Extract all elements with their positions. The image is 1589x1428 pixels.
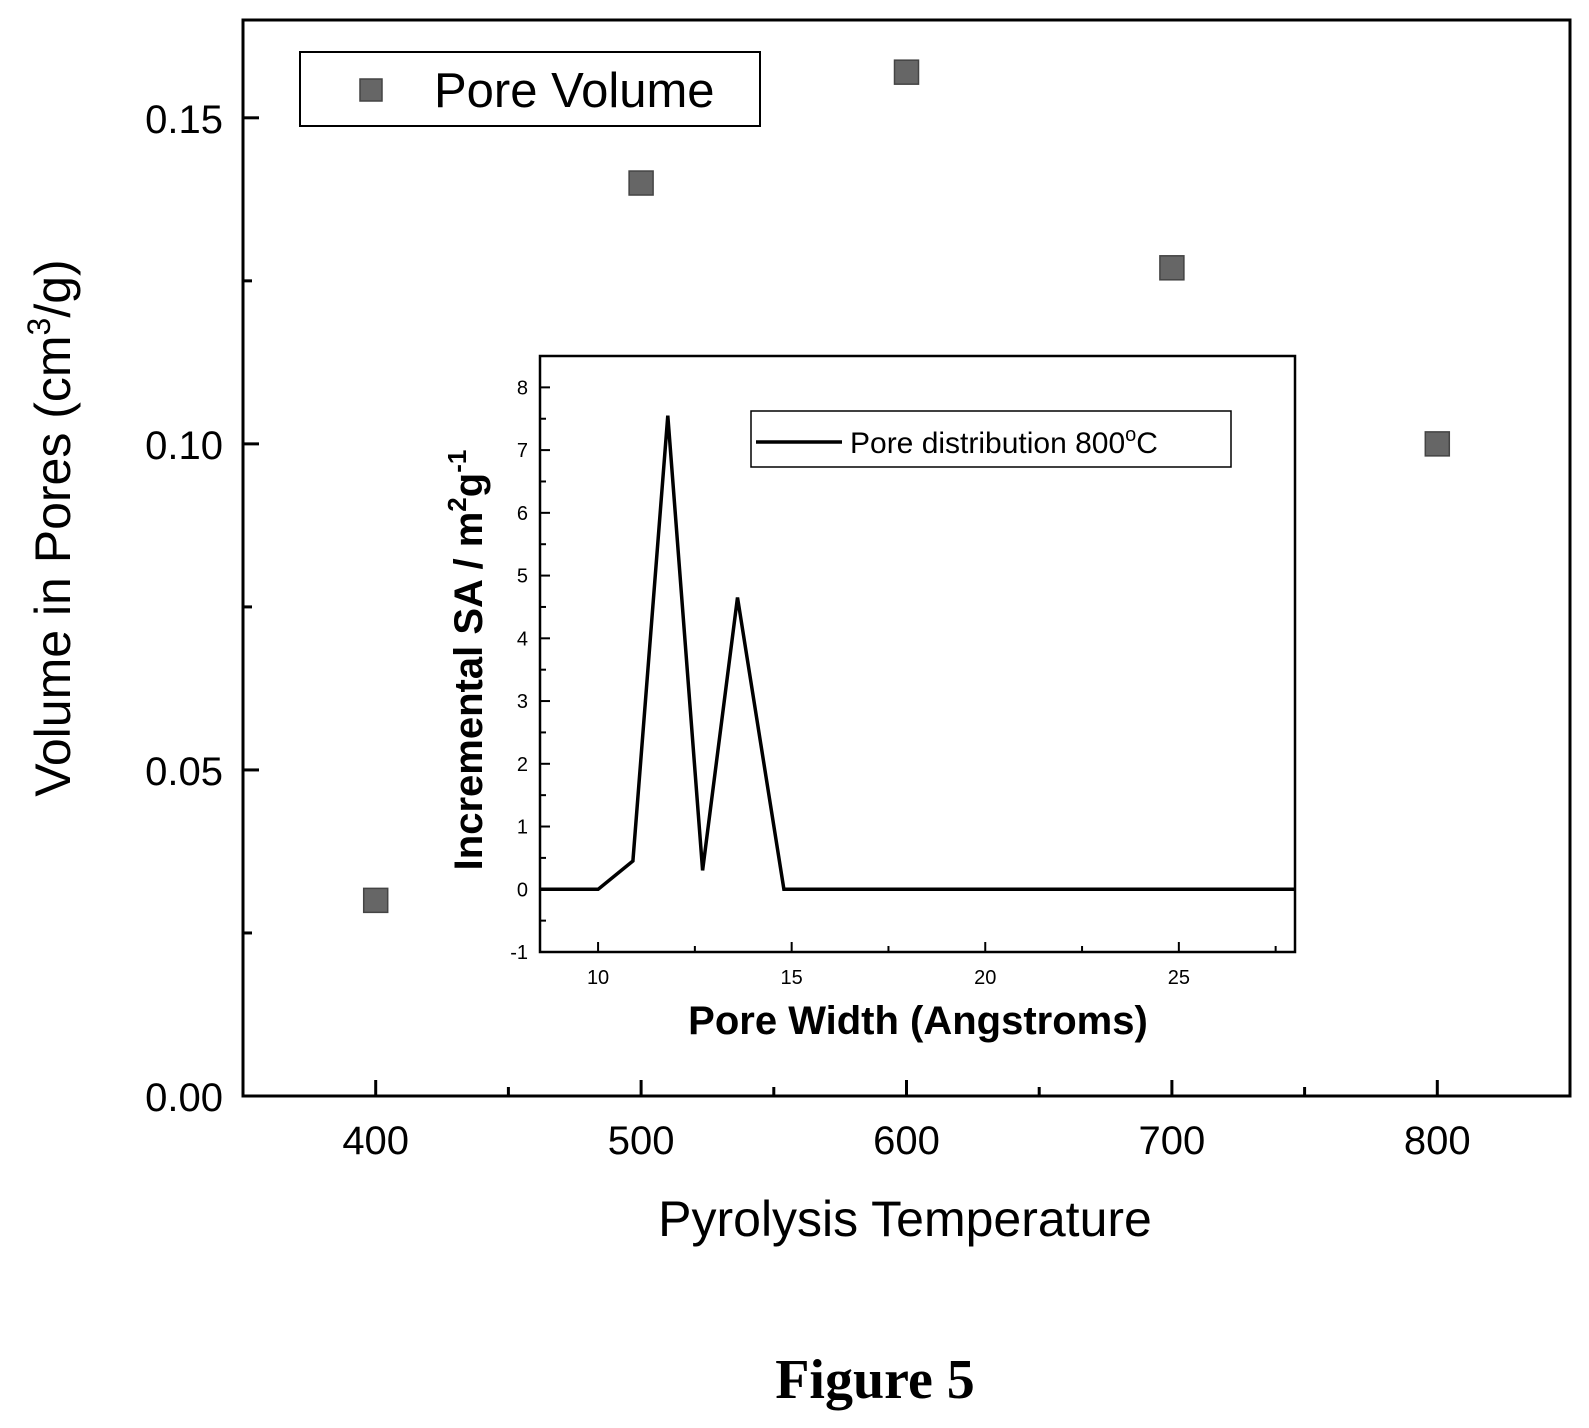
main-legend-marker bbox=[359, 78, 383, 102]
inset-x-tick-label: 10 bbox=[587, 967, 609, 989]
figure-caption: Figure 5 bbox=[775, 1349, 975, 1411]
main-x-axis-label: Pyrolysis Temperature bbox=[658, 1191, 1152, 1247]
main-data-point bbox=[362, 887, 389, 914]
inset-series-line bbox=[540, 415, 1295, 892]
inset-y-tick-label: 5 bbox=[517, 566, 528, 588]
main-data-point bbox=[1424, 431, 1451, 457]
inset-axis-ticks: 10 15 20 25 -1 0 1 2 3 4 5 6 7 8 bbox=[510, 377, 1277, 989]
main-axis-ticks: 400 500 600 700 800 0.00 0.05 0.10 0.15 bbox=[145, 98, 1471, 1163]
inset-y-axis-label-mid: g bbox=[447, 473, 491, 497]
main-y-axis-label: Volume in Pores (cm3/g) bbox=[21, 259, 81, 796]
main-data-points bbox=[362, 59, 1451, 914]
inset-y-tick-label: 3 bbox=[517, 691, 528, 713]
inset-legend-degree: o bbox=[1125, 424, 1136, 446]
main-legend: Pore Volume bbox=[299, 51, 761, 127]
main-x-tick-label: 500 bbox=[608, 1119, 675, 1163]
main-x-tick-label: 600 bbox=[873, 1119, 940, 1163]
inset-y-tick-label: -1 bbox=[510, 942, 528, 964]
main-data-point bbox=[1159, 255, 1185, 281]
inset-y-axis-label: Incremental SA / m2g-1 bbox=[442, 450, 491, 871]
inset-y-tick-label: 4 bbox=[517, 628, 528, 650]
inset-y-axis-label-sup2: -1 bbox=[442, 450, 472, 473]
inset-x-tick-label: 25 bbox=[1168, 967, 1190, 989]
inset-y-tick-label: 8 bbox=[517, 377, 528, 399]
inset-y-tick-label: 6 bbox=[517, 503, 528, 525]
inset-legend-box bbox=[750, 410, 1232, 468]
main-legend-box bbox=[299, 51, 761, 127]
main-x-tick-label: 700 bbox=[1139, 1119, 1206, 1163]
main-y-tick-label: 0.05 bbox=[145, 750, 223, 794]
inset-y-axis-label-sup1: 2 bbox=[442, 497, 472, 511]
inset-legend-label: Pore distribution 800oC bbox=[850, 424, 1158, 460]
inset-legend-unit: C bbox=[1136, 427, 1158, 460]
main-y-tick-label: 0.15 bbox=[145, 98, 223, 142]
main-x-tick-label: 800 bbox=[1404, 1119, 1471, 1163]
inset-y-tick-label: 1 bbox=[517, 817, 528, 839]
inset-y-tick-label: 0 bbox=[517, 879, 528, 901]
main-data-point bbox=[893, 59, 920, 85]
inset-legend: Pore distribution 800oC bbox=[750, 410, 1232, 468]
inset-y-tick-label: 2 bbox=[517, 754, 528, 776]
inset-x-tick-label: 15 bbox=[781, 967, 803, 989]
main-x-tick-label: 400 bbox=[342, 1119, 409, 1163]
main-y-tick-label: 0.00 bbox=[145, 1076, 223, 1120]
inset-chart: 10 15 20 25 -1 0 1 2 3 4 5 6 7 8 Pore Width (Angstrom… bbox=[442, 354, 1297, 1043]
main-y-axis-label-tail: /g) bbox=[25, 259, 81, 317]
inset-x-tick-label: 20 bbox=[974, 967, 996, 989]
main-y-axis-label-superscript: 3 bbox=[21, 318, 57, 336]
inset-y-tick-label: 7 bbox=[517, 440, 528, 462]
main-y-tick-label: 0.10 bbox=[145, 424, 223, 468]
main-legend-label: Pore Volume bbox=[434, 64, 715, 118]
main-data-point bbox=[628, 170, 654, 196]
inset-x-axis-label: Pore Width (Angstroms) bbox=[688, 999, 1148, 1043]
